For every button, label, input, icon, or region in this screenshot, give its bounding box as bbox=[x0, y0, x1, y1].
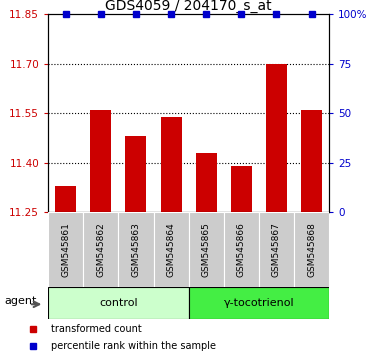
Bar bbox=[266, 64, 287, 212]
Bar bbox=[48, 287, 189, 319]
Text: percentile rank within the sample: percentile rank within the sample bbox=[51, 341, 216, 351]
Bar bbox=[294, 212, 329, 287]
Bar bbox=[154, 212, 189, 287]
Bar bbox=[224, 212, 259, 287]
Text: GSM545868: GSM545868 bbox=[307, 222, 316, 277]
Title: GDS4059 / 204170_s_at: GDS4059 / 204170_s_at bbox=[105, 0, 272, 13]
Bar bbox=[189, 212, 224, 287]
Text: GSM545867: GSM545867 bbox=[272, 222, 281, 277]
Bar bbox=[83, 212, 119, 287]
Text: control: control bbox=[99, 298, 138, 308]
Text: GSM545864: GSM545864 bbox=[167, 222, 176, 277]
Bar bbox=[189, 287, 329, 319]
Bar bbox=[55, 186, 76, 212]
Text: GSM545863: GSM545863 bbox=[131, 222, 141, 277]
Text: agent: agent bbox=[5, 296, 37, 306]
Text: transformed count: transformed count bbox=[51, 324, 142, 333]
Bar bbox=[48, 212, 83, 287]
Text: GSM545861: GSM545861 bbox=[61, 222, 70, 277]
Text: GSM545866: GSM545866 bbox=[237, 222, 246, 277]
Bar bbox=[301, 110, 322, 212]
Bar bbox=[90, 110, 111, 212]
Bar bbox=[126, 136, 146, 212]
Text: γ-tocotrienol: γ-tocotrienol bbox=[224, 298, 294, 308]
Text: GSM545865: GSM545865 bbox=[202, 222, 211, 277]
Bar bbox=[161, 116, 182, 212]
Text: GSM545862: GSM545862 bbox=[96, 222, 105, 277]
Bar bbox=[259, 212, 294, 287]
Bar bbox=[231, 166, 252, 212]
Bar bbox=[119, 212, 154, 287]
Bar bbox=[196, 153, 217, 212]
